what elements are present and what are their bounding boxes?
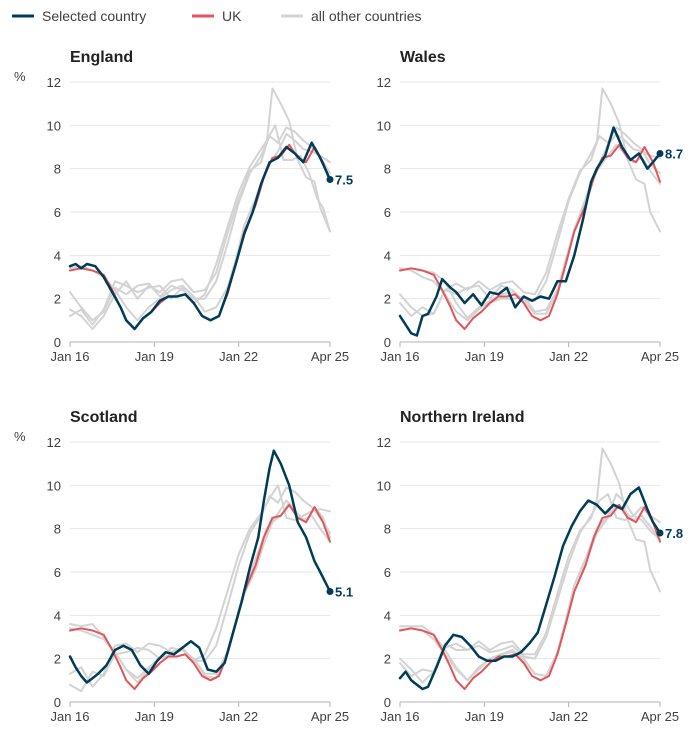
y-tick-label: 0 <box>54 335 61 350</box>
series-line-other-country <box>69 501 331 684</box>
y-tick-label: 0 <box>54 695 61 710</box>
end-value-label: 8.7 <box>665 147 683 162</box>
y-tick-label: 8 <box>54 522 61 537</box>
series-line-uk <box>399 503 661 690</box>
y-tick-label: 6 <box>384 205 391 220</box>
x-tick-label: Jan 19 <box>135 349 174 364</box>
y-tick-label: 2 <box>384 292 391 307</box>
y-tick-label: 6 <box>54 205 61 220</box>
end-point-marker <box>656 150 664 157</box>
series-line-other-country <box>69 126 331 322</box>
y-tick-label: 12 <box>47 75 61 90</box>
y-unit-label: % <box>14 429 26 444</box>
x-tick-label: Jan 16 <box>380 709 419 724</box>
series-line-selected-wales <box>398 126 662 337</box>
series-line-uk <box>69 503 331 690</box>
x-tick-label: Jan 19 <box>465 709 504 724</box>
y-tick-label: 0 <box>384 335 391 350</box>
series-line-other-country <box>399 126 661 317</box>
panel-title-northern-ireland: Northern Ireland <box>400 409 524 426</box>
x-tick-label: Jan 22 <box>549 349 588 364</box>
y-tick-label: 6 <box>54 565 61 580</box>
y-tick-label: 4 <box>384 248 391 263</box>
y-tick-label: 6 <box>384 565 391 580</box>
x-tick-label: Apr 25 <box>641 349 679 364</box>
legend-label-all-other-countries: all other countries <box>311 8 422 24</box>
panel-wales: Wales 0 2 4 6 8 10 12 Jan 16 Jan 19 Jan 22 Apr 25 8.… <box>377 49 684 364</box>
panel-england: England% 0 2 4 6 8 10 12 Jan 16 Jan 19 Jan 22 Apr 2… <box>14 49 353 364</box>
y-tick-label: 8 <box>384 522 391 537</box>
x-tick-label: Jan 22 <box>549 709 588 724</box>
y-tick-label: 10 <box>47 118 61 133</box>
legend-item-uk: UK <box>192 8 242 24</box>
series-line-selected-scotland <box>68 449 332 684</box>
y-tick-label: 0 <box>384 695 391 710</box>
x-tick-label: Jan 19 <box>465 349 504 364</box>
panel-title-wales: Wales <box>400 49 446 66</box>
series-line-other-country <box>69 484 331 688</box>
x-tick-label: Apr 25 <box>311 709 349 724</box>
series-line-uk <box>399 143 661 330</box>
panel-title-england: England <box>70 49 133 66</box>
y-tick-label: 12 <box>377 75 391 90</box>
panel-scotland: Scotland% 0 2 4 6 8 10 12 Jan 16 Jan 19 Jan 22 Apr … <box>14 409 353 724</box>
chart-panels: England% 0 2 4 6 8 10 12 Jan 16 Jan 19 Jan 22 Apr 2… <box>14 49 683 724</box>
x-tick-label: Jan 16 <box>50 349 89 364</box>
legend-label-uk: UK <box>222 8 242 24</box>
y-tick-label: 4 <box>54 248 61 263</box>
legend: Selected country UK all other countries <box>12 8 422 24</box>
y-tick-label: 4 <box>54 608 61 623</box>
legend-item-selected-country: Selected country <box>12 8 146 24</box>
y-tick-label: 10 <box>47 478 61 493</box>
end-point-marker <box>326 588 334 595</box>
y-tick-label: 8 <box>384 162 391 177</box>
series-line-other-country <box>399 87 661 317</box>
y-tick-label: 4 <box>384 608 391 623</box>
x-tick-label: Jan 22 <box>219 709 258 724</box>
x-tick-label: Apr 25 <box>641 709 679 724</box>
end-point-marker <box>326 176 334 183</box>
y-tick-label: 2 <box>384 652 391 667</box>
end-value-label: 7.8 <box>665 526 683 541</box>
series-line-selected-england <box>68 141 332 331</box>
x-tick-label: Jan 22 <box>219 349 258 364</box>
y-tick-label: 8 <box>54 162 61 177</box>
legend-item-all-other-countries: all other countries <box>281 8 422 24</box>
series-line-other-country <box>69 124 331 326</box>
legend-label-selected-country: Selected country <box>42 8 146 24</box>
y-tick-label: 2 <box>54 652 61 667</box>
series-line-other-country <box>69 133 331 322</box>
end-value-label: 5.1 <box>335 585 353 600</box>
x-tick-label: Jan 19 <box>135 709 174 724</box>
end-point-marker <box>656 529 664 537</box>
y-unit-label: % <box>14 69 26 84</box>
series-line-other-country <box>399 493 661 682</box>
panel-northern-ireland: Northern Ireland 0 2 4 6 8 10 12 Jan 16 Jan 19 Jan… <box>377 409 684 724</box>
y-tick-label: 12 <box>47 435 61 450</box>
x-tick-label: Jan 16 <box>50 709 89 724</box>
series-line-selected-northern-ireland <box>398 486 662 691</box>
x-tick-label: Jan 16 <box>380 349 419 364</box>
y-tick-label: 12 <box>377 435 391 450</box>
end-value-label: 7.5 <box>335 173 353 188</box>
series-line-other-country <box>69 499 331 680</box>
x-tick-label: Apr 25 <box>311 349 349 364</box>
panel-title-scotland: Scotland <box>70 409 138 426</box>
y-tick-label: 2 <box>54 292 61 307</box>
series-line-other-country <box>69 87 331 330</box>
y-tick-label: 10 <box>377 478 391 493</box>
y-tick-label: 10 <box>377 118 391 133</box>
